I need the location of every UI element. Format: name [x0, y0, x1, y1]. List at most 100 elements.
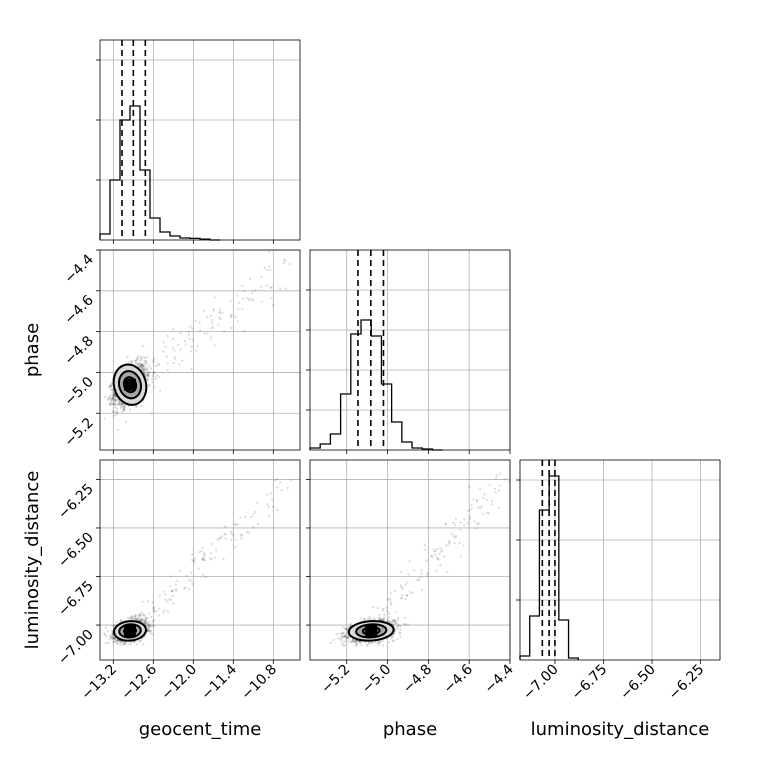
- sample-point: [145, 617, 148, 621]
- sample-point: [442, 555, 446, 558]
- sample-point: [137, 354, 140, 358]
- sample-point: [223, 532, 226, 536]
- sample-point: [118, 402, 121, 405]
- sample-point: [477, 521, 480, 525]
- sample-point: [146, 378, 149, 381]
- sample-point: [247, 298, 251, 301]
- sample-point: [113, 393, 116, 397]
- sample-point: [468, 509, 472, 512]
- sample-point: [399, 624, 402, 628]
- sample-point: [141, 618, 144, 621]
- y-tick-label: −4.4: [61, 251, 96, 286]
- sample-point: [391, 639, 394, 642]
- sample-point: [127, 360, 131, 364]
- sample-point: [124, 641, 127, 644]
- sample-point: [141, 367, 144, 370]
- sample-point: [206, 315, 209, 319]
- sample-point: [134, 613, 137, 617]
- sample-point: [355, 641, 358, 645]
- sample-point: [194, 319, 198, 323]
- density-contour: [118, 623, 142, 639]
- sample-point: [387, 641, 391, 644]
- sample-point: [476, 506, 480, 509]
- histogram-step: [309, 319, 443, 451]
- sample-point: [157, 363, 160, 367]
- sample-point: [164, 598, 167, 601]
- sample-point: [189, 350, 193, 353]
- density-contour: [122, 376, 138, 394]
- sample-point: [104, 642, 107, 645]
- x-axis-label-phase: phase: [383, 719, 437, 740]
- sample-point: [114, 410, 118, 414]
- sample-point: [143, 370, 146, 373]
- sample-point: [247, 531, 251, 534]
- sample-point: [354, 644, 357, 647]
- sample-point: [115, 407, 119, 410]
- sample-point: [123, 642, 127, 645]
- sample-point: [119, 404, 122, 407]
- sample-point: [147, 374, 151, 377]
- sample-point: [144, 622, 147, 625]
- sample-point: [387, 619, 390, 622]
- sample-point: [182, 587, 186, 590]
- sample-point: [406, 594, 409, 597]
- sample-point: [380, 618, 383, 622]
- sample-point: [379, 639, 383, 643]
- sample-point: [116, 411, 119, 415]
- sample-point: [144, 356, 147, 360]
- sample-point: [494, 491, 497, 494]
- sample-point: [468, 485, 471, 489]
- sample-point: [157, 614, 161, 617]
- sample-point: [111, 632, 114, 636]
- sample-point: [110, 635, 114, 639]
- sample-point: [423, 543, 426, 547]
- sample-point: [432, 548, 435, 551]
- sample-point: [151, 620, 155, 623]
- sample-point: [111, 389, 115, 392]
- sample-point: [347, 635, 350, 639]
- sample-point: [191, 553, 194, 556]
- sample-point: [266, 493, 269, 497]
- sample-point: [399, 635, 402, 638]
- sample-point: [497, 506, 500, 509]
- sample-point: [131, 617, 134, 620]
- sample-point: [122, 643, 125, 646]
- sample-point: [123, 406, 126, 410]
- sample-point: [190, 327, 194, 330]
- sample-point: [149, 629, 152, 633]
- sample-point: [230, 314, 233, 317]
- sample-point: [157, 607, 161, 610]
- y-tick-label: −6.75: [55, 578, 97, 620]
- sample-point: [221, 311, 224, 315]
- sample-point: [439, 550, 443, 553]
- sample-point: [340, 636, 344, 639]
- sample-point: [144, 360, 147, 363]
- sample-point: [348, 640, 351, 643]
- sample-point: [158, 594, 161, 597]
- sample-point: [233, 545, 237, 549]
- sample-point: [151, 625, 155, 628]
- sample-point: [110, 634, 113, 638]
- sample-point: [133, 614, 137, 618]
- sample-point: [203, 559, 206, 562]
- sample-point: [230, 326, 233, 330]
- sample-point: [112, 395, 115, 398]
- sample-point: [133, 359, 137, 362]
- sample-point: [149, 630, 152, 633]
- sample-point: [223, 330, 226, 334]
- sample-point: [237, 308, 240, 311]
- sample-point: [144, 621, 148, 625]
- sample-point: [341, 631, 345, 635]
- sample-point: [401, 587, 404, 590]
- sample-point: [475, 527, 478, 530]
- sample-point: [137, 618, 140, 622]
- sample-point: [448, 541, 452, 544]
- y-axis-label-luminosity-distance: luminosity_distance: [22, 471, 43, 650]
- sample-point: [135, 642, 139, 646]
- sample-point: [110, 381, 113, 385]
- sample-point: [222, 557, 225, 560]
- sample-point: [116, 638, 119, 642]
- sample-point: [103, 632, 106, 635]
- sample-point: [218, 316, 221, 319]
- x-tick-label: −10.8: [239, 662, 281, 704]
